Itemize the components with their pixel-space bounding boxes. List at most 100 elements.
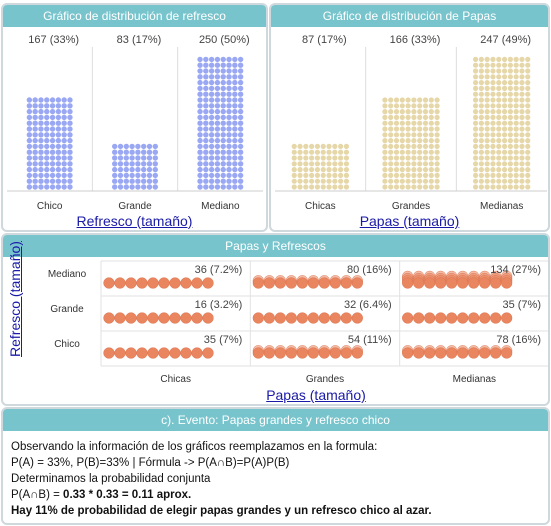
cell-chico-medianas[interactable] (402, 345, 513, 359)
cell-chico-grandes[interactable] (252, 345, 363, 359)
data-dot (479, 312, 491, 324)
data-dot (382, 161, 388, 167)
data-dot (405, 143, 411, 149)
refresco-axis-title[interactable]: Refresco (tamaño) (76, 213, 193, 229)
cell-value-label: 35 (7%) (204, 334, 243, 346)
data-dot (303, 149, 309, 155)
data-dot (422, 138, 429, 144)
data-dot (417, 97, 423, 103)
data-dot (326, 143, 332, 149)
joint-panel-title: Papas y Refrescos (3, 235, 548, 257)
event-line-4: P(A∩B) = 0.33 * 0.33 = 0.11 aprox. (11, 487, 540, 503)
cell-mediano-medianas[interactable] (402, 270, 513, 289)
data-dot (513, 172, 519, 178)
cell-grande-grandes[interactable] (252, 312, 363, 324)
data-dot (513, 85, 519, 91)
data-dot (490, 184, 496, 190)
data-dot (320, 178, 326, 184)
data-dot (135, 184, 141, 190)
bar-mediano[interactable] (197, 56, 244, 190)
data-dot (326, 155, 332, 161)
bar-grandes[interactable] (382, 97, 440, 190)
data-dot (484, 114, 490, 120)
cell-grande-chicas[interactable] (103, 312, 214, 324)
data-dot (26, 166, 33, 173)
data-dot (417, 184, 423, 190)
data-dot (303, 172, 309, 178)
cell-grande-medianas[interactable] (402, 312, 513, 324)
data-dot (484, 74, 490, 80)
data-dot (114, 312, 126, 324)
data-dot (232, 85, 238, 92)
data-dot (411, 149, 417, 155)
data-dot (237, 79, 244, 86)
data-dot (472, 91, 479, 97)
data-dot (507, 172, 513, 178)
data-dot (117, 178, 124, 184)
bar-chicas[interactable] (291, 143, 350, 190)
data-dot (417, 172, 423, 178)
data-dot (203, 56, 209, 63)
data-dot (332, 172, 338, 178)
data-dot (525, 132, 531, 138)
data-dot (382, 126, 388, 132)
data-dot (525, 109, 531, 115)
data-dot (214, 114, 221, 121)
data-dot (61, 178, 67, 184)
data-dot (237, 103, 244, 109)
data-dot (388, 120, 394, 126)
data-dot (67, 149, 73, 155)
cell-value-label: 16 (3.2%) (195, 299, 243, 311)
data-dot (49, 143, 56, 150)
data-dot (338, 184, 344, 190)
joint-y-axis-title[interactable]: Refresco (tamaño) (7, 241, 23, 357)
data-dot (214, 155, 221, 161)
data-dot (501, 138, 508, 144)
data-dot (472, 85, 479, 91)
cell-mediano-grandes[interactable] (252, 275, 363, 289)
data-dot (496, 143, 502, 149)
data-dot (297, 172, 303, 178)
data-dot (214, 184, 221, 190)
data-dot (146, 155, 153, 161)
data-dot (38, 143, 44, 150)
data-dot (382, 178, 388, 184)
data-dot (478, 103, 484, 109)
data-dot (519, 172, 525, 178)
data-dot (26, 103, 33, 109)
data-dot (478, 68, 484, 74)
data-dot (332, 149, 338, 155)
joint-x-axis-title[interactable]: Papas (tamaño) (266, 387, 366, 403)
data-dot (123, 184, 129, 190)
data-dot (38, 126, 44, 132)
data-dot (226, 184, 232, 190)
data-dot (405, 109, 411, 115)
data-dot (478, 155, 484, 161)
cell-mediano-chicas[interactable] (103, 277, 214, 289)
data-dot (472, 97, 479, 103)
bar-medianas[interactable] (472, 56, 531, 190)
data-dot (434, 178, 440, 184)
data-dot (434, 155, 440, 161)
data-dot (472, 126, 479, 132)
x-tick-label: Chicas (305, 201, 336, 212)
data-dot (332, 143, 338, 149)
cell-chico-chicas[interactable] (103, 347, 214, 359)
bar-grande[interactable] (112, 143, 158, 190)
data-dot (226, 79, 232, 86)
data-dot (490, 80, 496, 86)
data-dot (49, 120, 56, 126)
data-dot (226, 74, 232, 80)
data-dot (490, 97, 496, 103)
data-dot (49, 161, 56, 167)
data-dot (208, 85, 215, 92)
data-dot (332, 167, 338, 173)
papas-axis-title[interactable]: Papas (tamaño) (359, 213, 460, 229)
data-dot (232, 155, 238, 161)
data-dot (501, 103, 508, 109)
data-dot (507, 149, 513, 155)
data-dot (208, 62, 215, 68)
data-dot (428, 178, 434, 184)
data-dot (49, 166, 56, 173)
bar-chico[interactable] (26, 97, 73, 190)
